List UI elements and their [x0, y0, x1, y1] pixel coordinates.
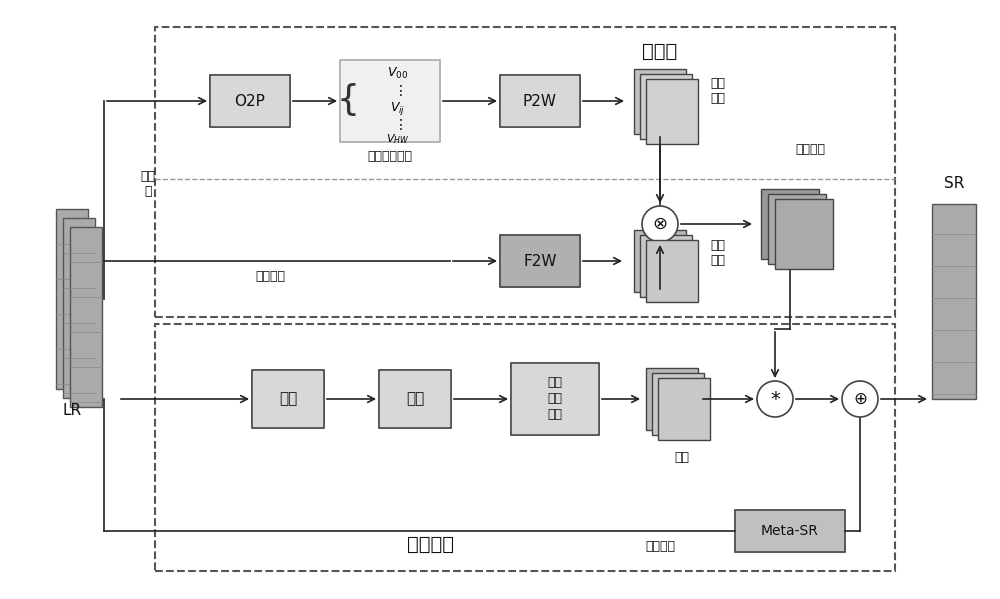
FancyBboxPatch shape — [500, 75, 580, 127]
Text: 对齐特征: 对齐特征 — [255, 270, 285, 283]
Bar — [634, 230, 686, 292]
Text: ⊗: ⊗ — [652, 215, 668, 233]
Polygon shape — [63, 218, 95, 398]
Bar — [634, 68, 686, 134]
Text: 最终权重: 最终权重 — [795, 143, 825, 156]
Text: 位置
权重: 位置 权重 — [710, 77, 725, 105]
Text: SR: SR — [944, 176, 964, 191]
Circle shape — [642, 206, 678, 242]
Text: 偏移
量: 偏移 量 — [140, 170, 156, 198]
Text: 特征
权重: 特征 权重 — [710, 239, 725, 267]
Text: P2W: P2W — [523, 93, 557, 108]
Bar — [768, 194, 826, 264]
Bar — [932, 204, 976, 399]
Bar — [646, 368, 698, 430]
Text: $V_{ij}$: $V_{ij}$ — [390, 101, 406, 117]
FancyBboxPatch shape — [500, 235, 580, 287]
Polygon shape — [70, 227, 102, 407]
Bar — [775, 199, 833, 269]
Text: $\vdots$: $\vdots$ — [393, 117, 403, 132]
Bar — [646, 78, 698, 144]
Text: O2P: O2P — [235, 93, 265, 108]
Text: 融合: 融合 — [406, 392, 424, 407]
FancyBboxPatch shape — [511, 363, 599, 435]
Text: 特征学习: 特征学习 — [406, 534, 454, 553]
Text: $V_{00}$: $V_{00}$ — [387, 65, 409, 80]
Circle shape — [842, 381, 878, 417]
Bar — [155, 324, 895, 571]
Text: 位置关系向量: 位置关系向量 — [368, 150, 413, 162]
FancyBboxPatch shape — [340, 60, 440, 142]
Bar — [155, 27, 895, 317]
Bar — [640, 74, 692, 138]
Text: F2W: F2W — [523, 253, 557, 268]
Text: LR: LR — [62, 403, 82, 418]
Text: Meta-SR: Meta-SR — [761, 524, 819, 538]
FancyBboxPatch shape — [252, 370, 324, 428]
Bar — [761, 189, 819, 259]
Text: ⊕: ⊕ — [853, 390, 867, 408]
Text: 尺度
感知
重建: 尺度 感知 重建 — [548, 377, 562, 422]
FancyBboxPatch shape — [379, 370, 451, 428]
Text: $\vdots$: $\vdots$ — [393, 83, 403, 98]
Bar — [652, 373, 704, 435]
FancyBboxPatch shape — [210, 75, 290, 127]
Bar — [640, 235, 692, 297]
Bar — [658, 378, 710, 440]
Text: *: * — [770, 389, 780, 409]
Polygon shape — [56, 209, 88, 389]
Circle shape — [757, 381, 793, 417]
Text: 对齐: 对齐 — [279, 392, 297, 407]
Text: 上采样: 上采样 — [642, 41, 678, 60]
Text: $\{$: $\{$ — [336, 80, 356, 117]
FancyBboxPatch shape — [735, 510, 845, 552]
Text: 残差连接: 残差连接 — [645, 540, 675, 553]
Bar — [646, 240, 698, 302]
Text: 特征: 特征 — [674, 451, 690, 464]
Text: $V_{HW}$: $V_{HW}$ — [386, 132, 410, 146]
